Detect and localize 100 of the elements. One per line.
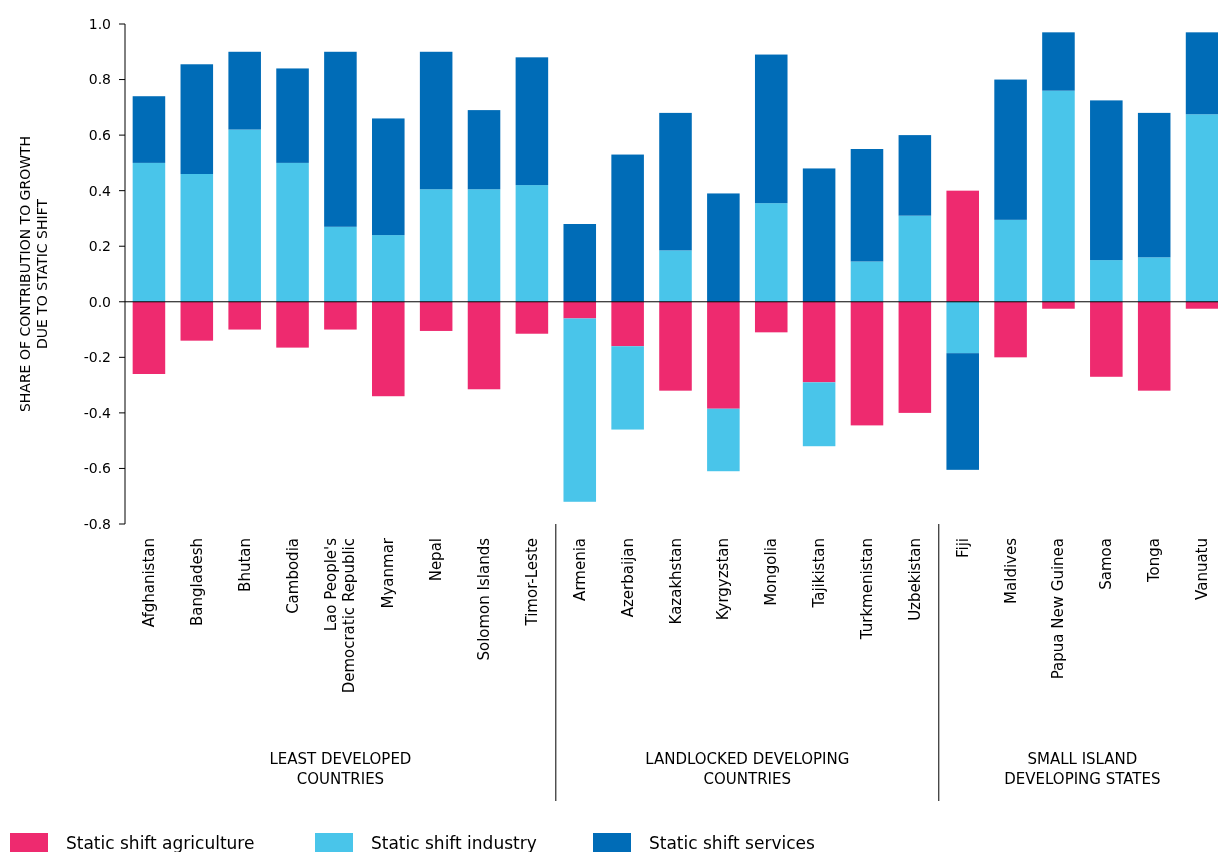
bar [1137,301,1171,391]
bar [1137,257,1171,302]
bar [707,193,740,302]
x-tick-label: Samoa [1097,538,1116,590]
legend-label: Static shift services [649,832,816,852]
bar [1042,90,1075,302]
bar [1090,260,1123,302]
bar [946,353,979,470]
bar [1042,32,1075,91]
bar [467,110,501,190]
bar [659,250,692,302]
bar [180,64,214,174]
bar [754,203,788,302]
bar [276,68,309,163]
y-tick-label: 0.6 [88,127,112,144]
bar [898,135,932,216]
bar [1137,112,1171,258]
bar [659,301,692,391]
legend-label: Static shift industry [371,832,537,852]
x-tick-label: Bangladesh [187,538,206,626]
x-tick-label: Uzbekistan [905,538,924,621]
bar [802,301,836,383]
bar [419,301,453,331]
bar [754,54,788,204]
bar [1185,114,1218,302]
bar [563,301,597,319]
bar [850,149,884,262]
bar [276,162,309,302]
x-tick-label: Fiji [953,538,972,559]
x-tick-label: Turkmenistan [857,538,876,641]
bar [611,346,644,430]
y-tick-label: 1.0 [88,15,111,32]
bar [850,301,884,426]
bar [467,189,501,302]
text: LANDLOCKED DEVELOPING COUNTRIES [645,750,850,788]
x-tick-label: Bhutan [235,538,254,592]
bar [946,301,979,354]
y-tick-label: 0.0 [88,293,111,310]
y-tick-label: -0.4 [83,404,112,421]
x-tick-label: Papua New Guinea [1049,538,1068,680]
bar [228,129,261,302]
bar [372,118,405,236]
y-tick-label: 0.2 [88,238,111,255]
x-tick-label: Timor-Leste [522,538,541,627]
x-tick-label: Tajikistan [810,538,829,609]
bar [515,301,549,334]
y-tick-label: -0.8 [83,515,111,532]
bar [707,301,740,409]
bar [324,301,357,330]
bar [946,190,979,302]
x-tick-label: Mongolia [762,538,781,606]
bar [132,96,166,163]
bar [180,301,214,341]
x-tick-label: Afghanistan [139,538,158,628]
x-tick-label: Vanuatu [1193,538,1212,600]
bar [898,301,932,413]
bar [132,162,166,302]
x-tick-label: Kyrgyzstan [714,538,733,621]
bar [1185,301,1218,309]
bar [324,226,357,302]
x-tick-label: Armenia [570,538,589,601]
x-tick-label: Solomon Islands [475,537,494,661]
bar [850,261,884,302]
x-tick-label: Maldives [1001,537,1020,604]
bar [707,408,740,472]
bar [611,301,644,347]
x-tick-label: Nepal [427,538,446,582]
bar [276,301,309,348]
bar [994,301,1027,358]
bar [372,301,405,397]
bar [611,154,644,302]
bar [180,174,214,302]
bar [659,112,692,251]
bar [1090,100,1123,261]
bar [1042,301,1075,309]
x-tick-label: Kazakhstan [666,538,685,625]
bar [515,185,549,302]
x-tick-label: Myanmar [379,537,398,609]
x-tick-label: Cambodia [283,538,302,614]
bar [563,318,597,502]
bar [132,301,166,374]
bar [324,51,357,227]
bar [898,215,932,302]
x-tick-label: Azerbaijan [618,538,637,618]
bar [994,79,1027,220]
y-tick-label: -0.6 [83,460,112,477]
bar [994,219,1027,302]
bar [563,224,597,302]
bar [754,301,788,333]
y-tick-label: 0.8 [88,71,111,88]
bar [802,382,836,447]
bar [228,301,261,330]
bar [419,189,453,302]
legend-label: Static shift agriculture [66,832,255,852]
bar [1090,301,1123,377]
text: SMALL ISLAND DEVELOPING STATES [1004,750,1161,788]
bar [802,168,836,302]
y-tick-label: -0.2 [83,349,111,366]
bar [1185,32,1218,115]
x-tick-label: Tonga [1145,538,1164,584]
